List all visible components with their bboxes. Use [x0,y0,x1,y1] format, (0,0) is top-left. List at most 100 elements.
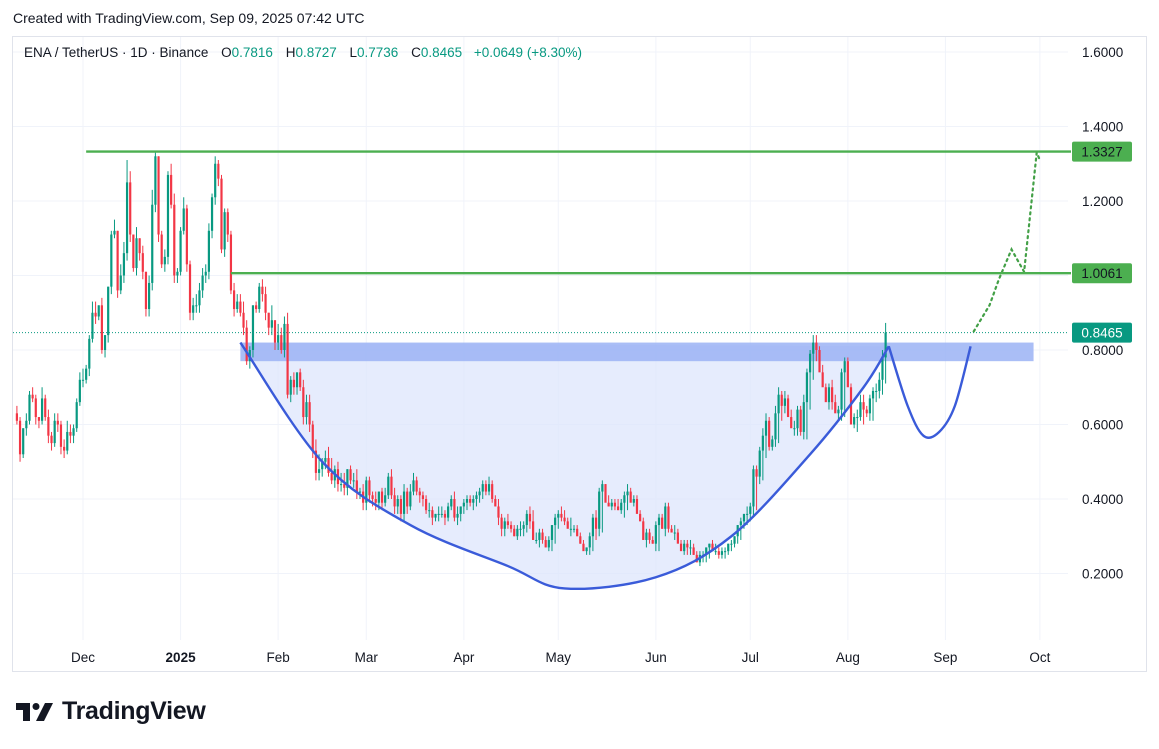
candle [805,368,809,440]
legend-open-value: 0.7816 [231,45,273,60]
candle-body [314,450,318,473]
candle [519,521,522,537]
candle-body [733,536,736,544]
candle-body [434,513,437,518]
candle-body [657,517,661,526]
candle-body [188,264,192,313]
candle [450,495,453,511]
candle-body [129,182,132,235]
candle [25,413,28,436]
legend-low-label: L [349,45,358,60]
candle [859,394,862,421]
candle [717,547,720,559]
candle-body [125,182,129,254]
candle-body [217,163,220,179]
current-price-label: 0.8465 [1081,326,1122,341]
candle-body [28,394,31,421]
candle-body [339,484,343,486]
candle [245,320,248,365]
x-tick-label: Sep [933,650,957,665]
candle [88,335,91,377]
candle-body [648,532,651,540]
candle-body [761,435,764,451]
candle-body [708,543,711,548]
candle-body [465,499,469,503]
candle [462,499,465,514]
candle-body [393,495,396,507]
candle [163,249,166,272]
candle-body [739,521,742,526]
candle [188,260,192,321]
candle [305,394,308,425]
candle [560,506,563,522]
candle [258,282,261,313]
candle-body [409,491,412,507]
candle [875,383,878,403]
candle [236,294,239,313]
candle [758,446,761,485]
candle [107,286,110,343]
candle-body [487,484,491,492]
x-tick-label: Aug [836,650,860,665]
candle [380,487,384,511]
candle-body [431,510,434,518]
candle [843,357,846,418]
candle-body [229,234,233,291]
candle [412,472,415,496]
candle-body [25,420,28,429]
candle [657,513,661,552]
chart-frame[interactable] [12,36,1147,672]
candle [201,268,204,298]
candle-body [723,551,727,553]
x-tick-label: May [546,650,572,665]
candle [582,539,585,552]
candle-body [572,528,576,530]
candle [160,230,163,269]
candle-body [94,312,97,317]
candle [185,204,188,272]
handle-curve [887,345,972,439]
candle-body [516,528,519,537]
candle [453,491,456,522]
candle [399,495,403,522]
candle-body [450,499,453,507]
candle [676,528,679,544]
candle-body [746,513,749,515]
candle-body [856,417,859,419]
y-tick-label: 1.4000 [1082,120,1123,135]
candle-body [440,513,443,515]
candle [799,405,802,436]
candle-body [519,528,522,530]
candle [494,495,497,507]
candle-body [456,513,459,518]
candle-body [591,517,595,537]
candle-body [705,547,708,555]
candle-body [258,286,261,310]
candle-body [286,323,289,395]
x-tick-label: Feb [267,650,290,665]
candle [481,480,484,499]
candle-body [66,431,69,451]
candle [339,472,343,492]
candle [207,223,211,280]
axis-layer: 0.20000.40000.60000.80001.00001.20001.40… [71,45,1132,665]
candle-body [613,502,617,507]
candle [368,476,371,503]
tradingview-logo[interactable]: TradingView [16,697,206,726]
candle-body [122,253,126,276]
candle-body [469,499,472,503]
candle-body [22,428,25,455]
x-tick-label: Mar [355,650,379,665]
candle [176,268,179,283]
candle [497,499,500,526]
legend-open-label: O [221,45,232,60]
candle-body [113,230,116,235]
cup-curve [239,341,890,590]
created-with-watermark: Created with TradingView.com, Sep 09, 20… [13,10,365,26]
candle-body [88,338,91,369]
candle-body [717,551,720,555]
current-price-label-bg [1072,322,1132,343]
candle-body [204,271,207,276]
candle-body [236,301,239,310]
